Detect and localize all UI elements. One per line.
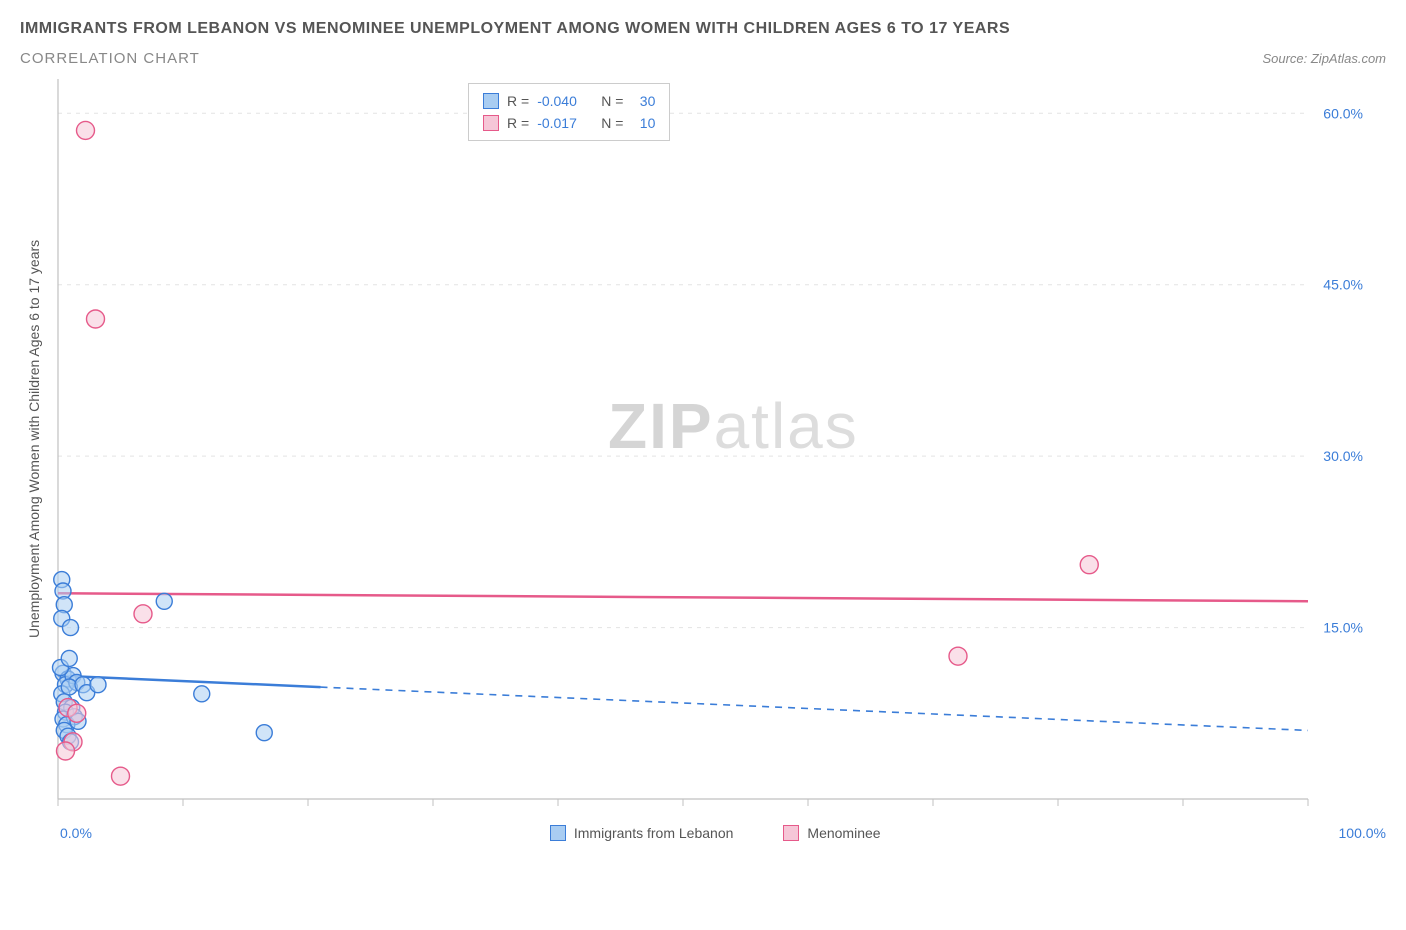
x-axis-min-label: 0.0% <box>60 825 92 841</box>
legend-swatch <box>550 825 566 841</box>
data-point <box>194 686 210 702</box>
y-axis-label: Unemployment Among Women with Children A… <box>20 79 48 799</box>
data-point <box>57 742 75 760</box>
legend-swatch <box>483 93 499 109</box>
chart-title: IMMIGRANTS FROM LEBANON VS MENOMINEE UNE… <box>20 20 1386 38</box>
scatter-chart: 15.0% 30.0% 45.0% 60.0% <box>48 79 1368 819</box>
data-point <box>87 310 105 328</box>
series-legend: Immigrants from Lebanon Menominee <box>550 825 881 841</box>
bottom-legend-row: 0.0% Immigrants from Lebanon Menominee 10… <box>20 825 1386 841</box>
stats-n-value: 30 <box>631 93 655 109</box>
stats-r-value: -0.017 <box>537 115 593 131</box>
data-point <box>1080 556 1098 574</box>
y-tick-label: 60.0% <box>1323 105 1363 121</box>
stats-row: R = -0.040 N = 30 <box>483 90 655 112</box>
stats-r-value: -0.040 <box>537 93 593 109</box>
stats-n-label: N = <box>601 115 623 131</box>
source-label: Source: ZipAtlas.com <box>1262 51 1386 66</box>
data-point <box>61 650 77 666</box>
stats-row: R = -0.017 N = 10 <box>483 112 655 134</box>
stats-r-label: R = <box>507 115 529 131</box>
y-tick-label: 30.0% <box>1323 448 1363 464</box>
legend-label: Immigrants from Lebanon <box>574 825 734 841</box>
legend-label: Menominee <box>807 825 880 841</box>
plot-wrapper: Unemployment Among Women with Children A… <box>20 79 1386 819</box>
chart-subtitle: CORRELATION CHART <box>20 50 200 67</box>
stats-n-label: N = <box>601 93 623 109</box>
stats-r-label: R = <box>507 93 529 109</box>
plot-area: 15.0%30.0%45.0%60.0% ZIPatlas R =-0.040N… <box>48 79 1386 819</box>
x-axis-max-label: 100.0% <box>1339 825 1386 841</box>
data-point <box>68 704 86 722</box>
stats-legend-box: R = -0.040 N = 30 R = -0.017 N = 10 <box>468 83 670 141</box>
legend-swatch <box>783 825 799 841</box>
data-point <box>90 677 106 693</box>
data-point <box>77 121 95 139</box>
legend-item: Menominee <box>783 825 880 841</box>
subtitle-row: CORRELATION CHART Source: ZipAtlas.com <box>20 50 1386 67</box>
data-point <box>63 620 79 636</box>
data-point <box>156 593 172 609</box>
chart-container: IMMIGRANTS FROM LEBANON VS MENOMINEE UNE… <box>20 20 1386 841</box>
data-point <box>112 767 130 785</box>
data-point <box>134 605 152 623</box>
y-tick-label: 15.0% <box>1323 620 1363 636</box>
data-point <box>949 647 967 665</box>
legend-item: Immigrants from Lebanon <box>550 825 734 841</box>
data-point <box>256 725 272 741</box>
y-tick-label: 45.0% <box>1323 277 1363 293</box>
stats-n-value: 10 <box>631 115 655 131</box>
legend-swatch <box>483 115 499 131</box>
